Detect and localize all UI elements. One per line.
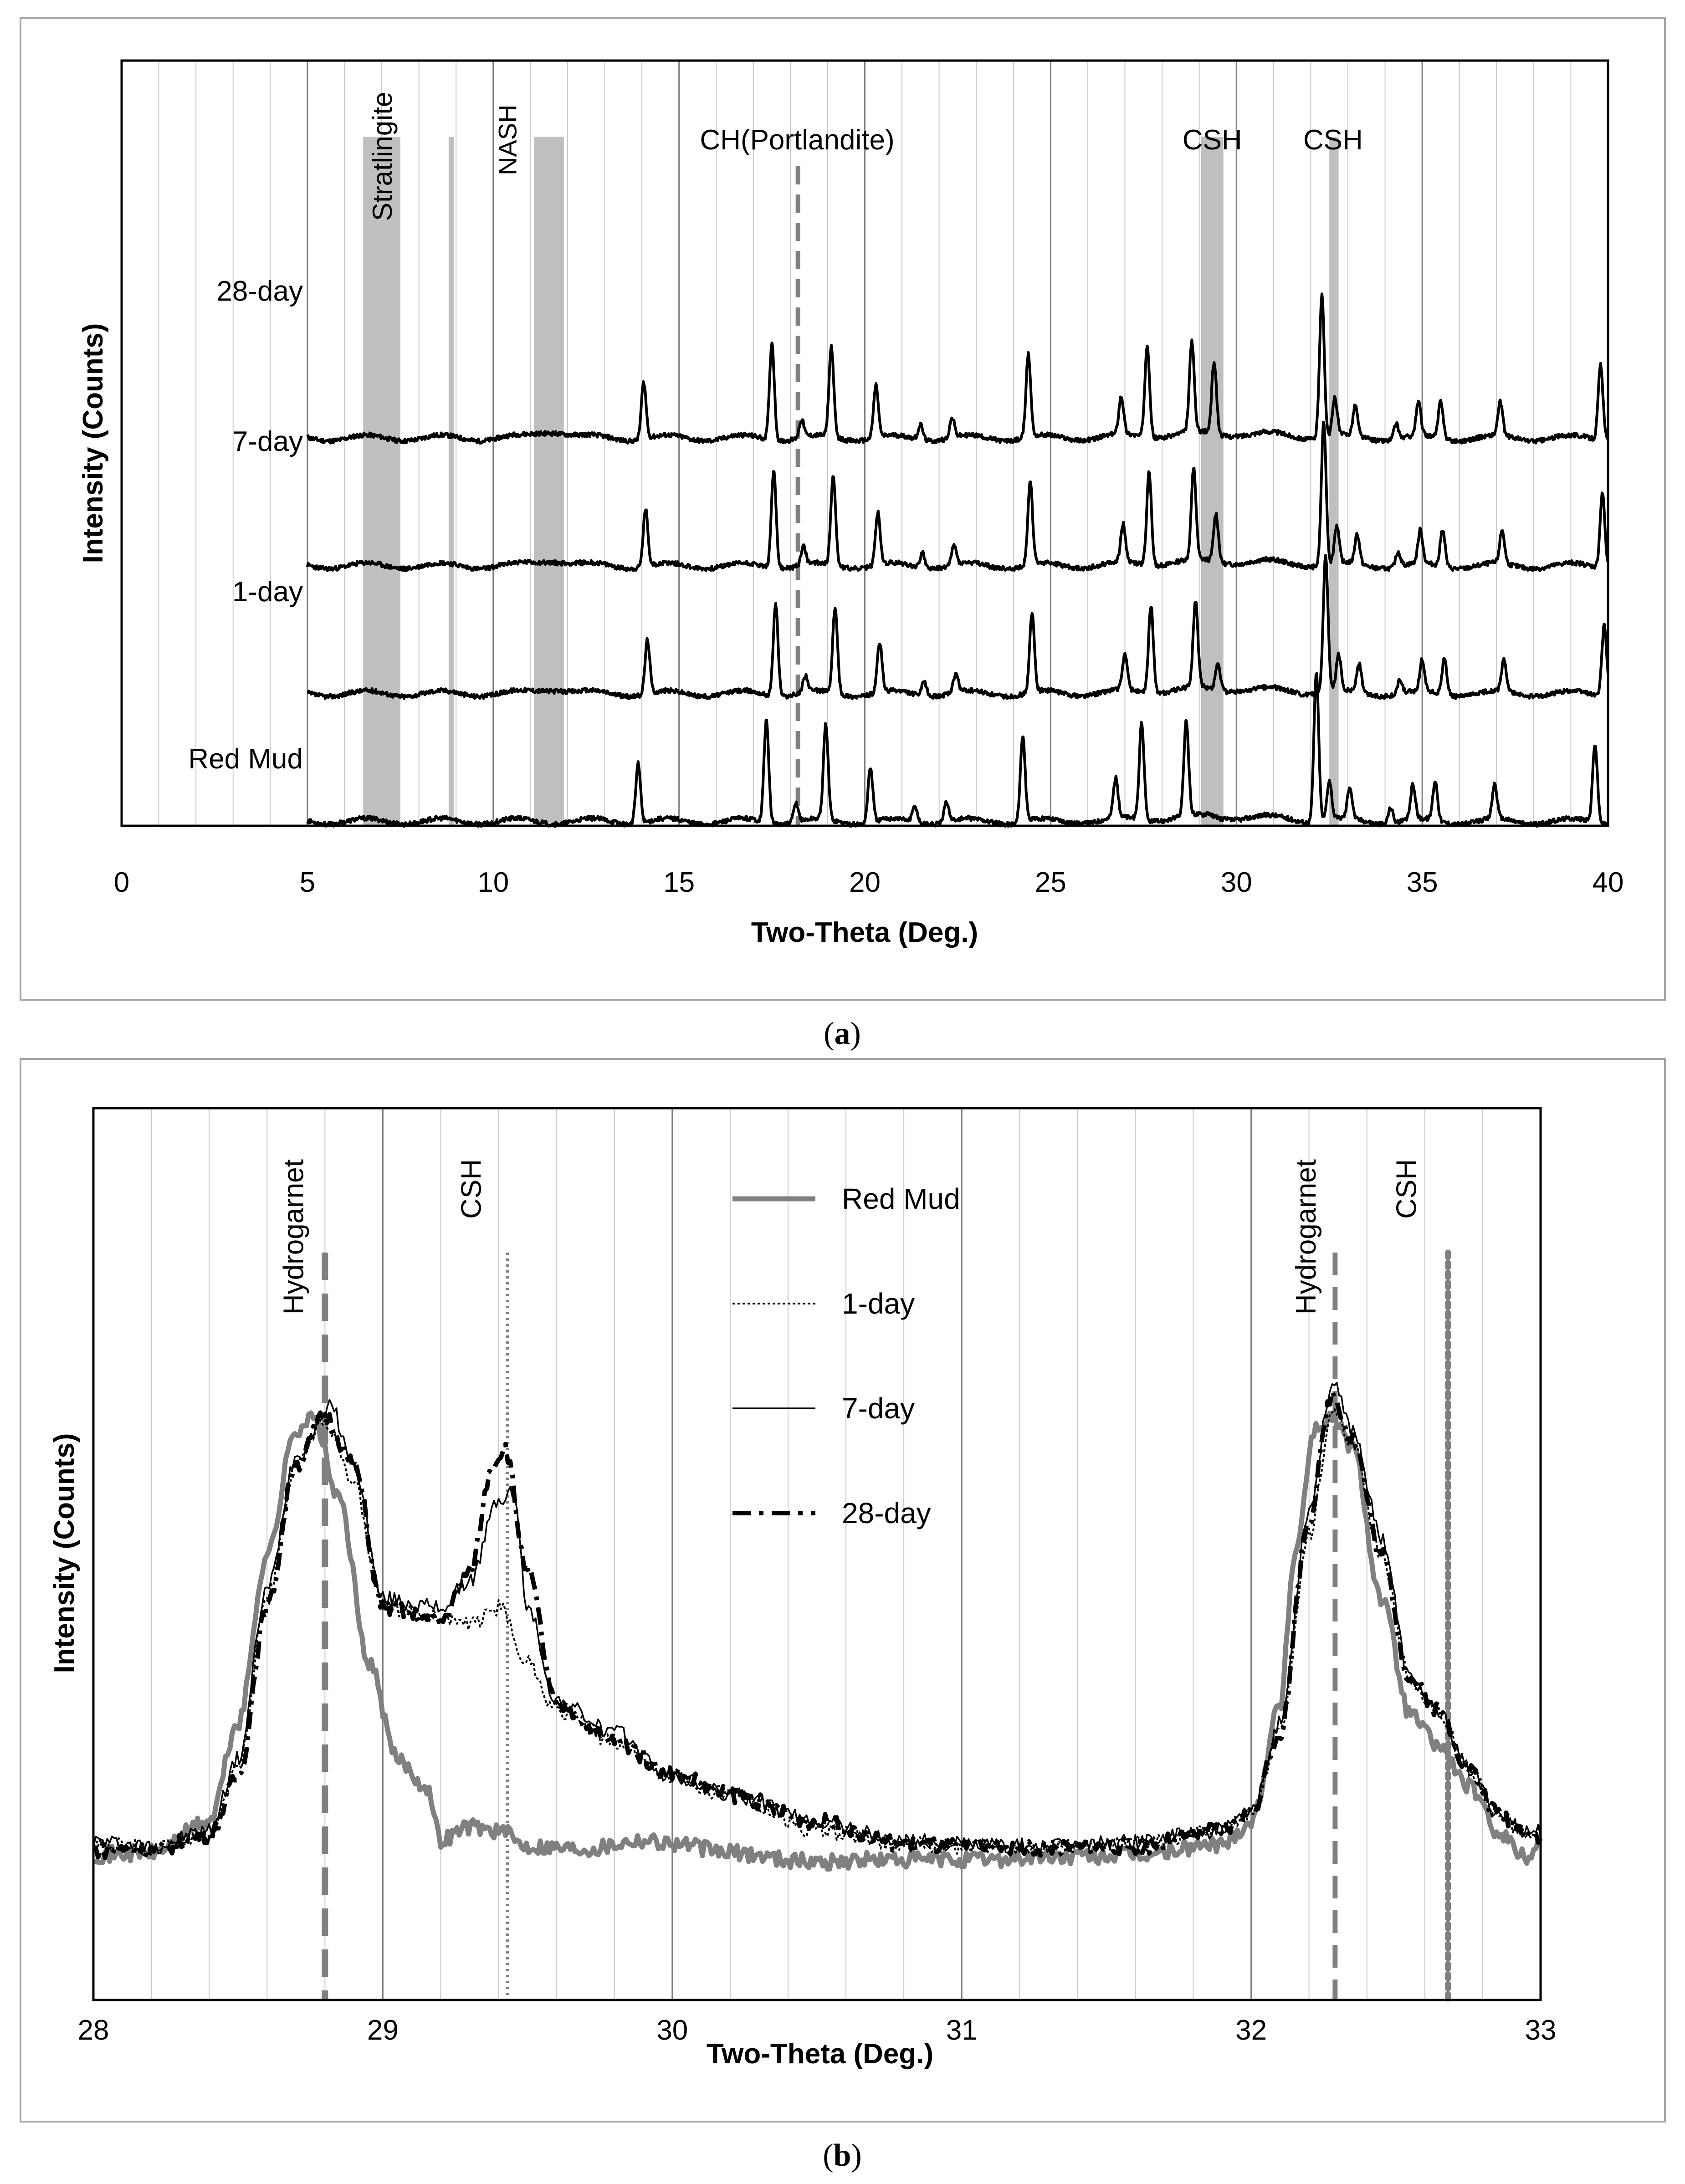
panel-b-xlabel: Two-Theta (Deg.) bbox=[707, 2038, 933, 2070]
panel-a-series bbox=[306, 292, 1609, 828]
caption-a-letter: a bbox=[835, 1016, 850, 1051]
panel-b-tick-labels: 28 29 30 31 32 33 bbox=[78, 2015, 1557, 2046]
xrd-series-1-day bbox=[307, 554, 1609, 700]
panel-a-series-labels: 28-day 7-day 1-day Red Mud bbox=[188, 276, 303, 775]
x-tick-label: 25 bbox=[1035, 867, 1066, 898]
panel-b-legend: Red Mud 1-day 7-day 28-day bbox=[732, 1182, 960, 1529]
x-tick-label: 15 bbox=[663, 867, 695, 898]
panel-b-plot-area bbox=[92, 1107, 1542, 2001]
panel-a-frame bbox=[20, 17, 1666, 1001]
annotation-portlandite: CH(Portlandite) bbox=[700, 124, 894, 156]
caption-b-letter: b bbox=[834, 2138, 851, 2173]
x-tick-label: 40 bbox=[1593, 867, 1624, 898]
xrd-series-red-mud bbox=[93, 1410, 1542, 1872]
shaded-band bbox=[534, 137, 564, 826]
series-label: 28-day bbox=[216, 276, 303, 307]
panel-a-ylabel: Intensity (Counts) bbox=[77, 323, 109, 563]
legend-label: 1-day bbox=[842, 1287, 915, 1320]
annotation-stratlingite: Stratlingite bbox=[367, 92, 398, 221]
x-tick-label: 32 bbox=[1235, 2015, 1267, 2046]
x-tick-label: 30 bbox=[656, 2015, 688, 2046]
panel-a-plot-area bbox=[120, 59, 1609, 827]
annotation-csh: CSH bbox=[1303, 124, 1363, 156]
x-tick-label: 5 bbox=[300, 867, 315, 898]
legend-label: 28-day bbox=[842, 1497, 931, 1529]
x-tick-label: 30 bbox=[1221, 867, 1252, 898]
panel-a-bands bbox=[363, 137, 1339, 826]
legend-label: 7-day bbox=[842, 1392, 915, 1425]
panel-a-caption: (a) bbox=[824, 1016, 861, 1051]
shaded-band bbox=[1329, 137, 1339, 826]
legend-label: Red Mud bbox=[842, 1182, 960, 1215]
reference-label: CSH bbox=[456, 1159, 487, 1219]
panel-b-reference-lines bbox=[322, 1249, 1451, 2003]
panel-a-xlabel: Two-Theta (Deg.) bbox=[751, 917, 978, 948]
panel-b: 28 29 30 31 32 33 Hydrogarnet CSH Hydrogarnet CS… bbox=[20, 1058, 1666, 2123]
x-tick-label: 28 bbox=[78, 2015, 109, 2046]
shaded-band bbox=[448, 137, 455, 826]
x-tick-label: 0 bbox=[114, 867, 129, 898]
x-tick-label: 33 bbox=[1525, 2015, 1557, 2046]
series-label: Red Mud bbox=[188, 743, 303, 775]
x-tick-label: 29 bbox=[367, 2015, 399, 2046]
xrd-series-28-day bbox=[306, 292, 1609, 445]
series-label: 1-day bbox=[232, 576, 303, 608]
x-tick-label: 10 bbox=[477, 867, 509, 898]
annotation-csh: CSH bbox=[1183, 124, 1242, 156]
xrd-series-7-day bbox=[306, 420, 1609, 573]
panel-b-caption: (b) bbox=[823, 2138, 862, 2173]
reference-label: Hydrogarnet bbox=[278, 1159, 309, 1314]
reference-label: CSH bbox=[1391, 1159, 1423, 1219]
x-tick-label: 31 bbox=[946, 2015, 978, 2046]
panel-b-ylabel: Intensity (Counts) bbox=[49, 1433, 80, 1673]
panel-b-reference-labels: Hydrogarnet CSH Hydrogarnet CSH bbox=[278, 1159, 1422, 1314]
shaded-band bbox=[1201, 137, 1224, 826]
xrd-series-red-mud bbox=[306, 672, 1609, 828]
x-tick-label: 35 bbox=[1407, 867, 1438, 898]
panel-a-annotations: Stratlingite NASH CH(Portlandite) CSH CSH bbox=[367, 92, 1363, 221]
series-label: 7-day bbox=[232, 426, 303, 457]
annotation-nash: NASH bbox=[493, 104, 522, 175]
x-tick-label: 20 bbox=[849, 867, 881, 898]
panel-b-series bbox=[92, 1381, 1543, 1872]
panel-a-tick-labels: 0 5 10 15 20 25 30 35 40 bbox=[114, 867, 1624, 898]
panel-a: 0 5 10 15 20 25 30 35 40 28-day 7-day 1-day Red Mud… bbox=[20, 17, 1666, 1001]
shaded-band bbox=[363, 137, 400, 826]
reference-label: Hydrogarnet bbox=[1291, 1159, 1322, 1314]
